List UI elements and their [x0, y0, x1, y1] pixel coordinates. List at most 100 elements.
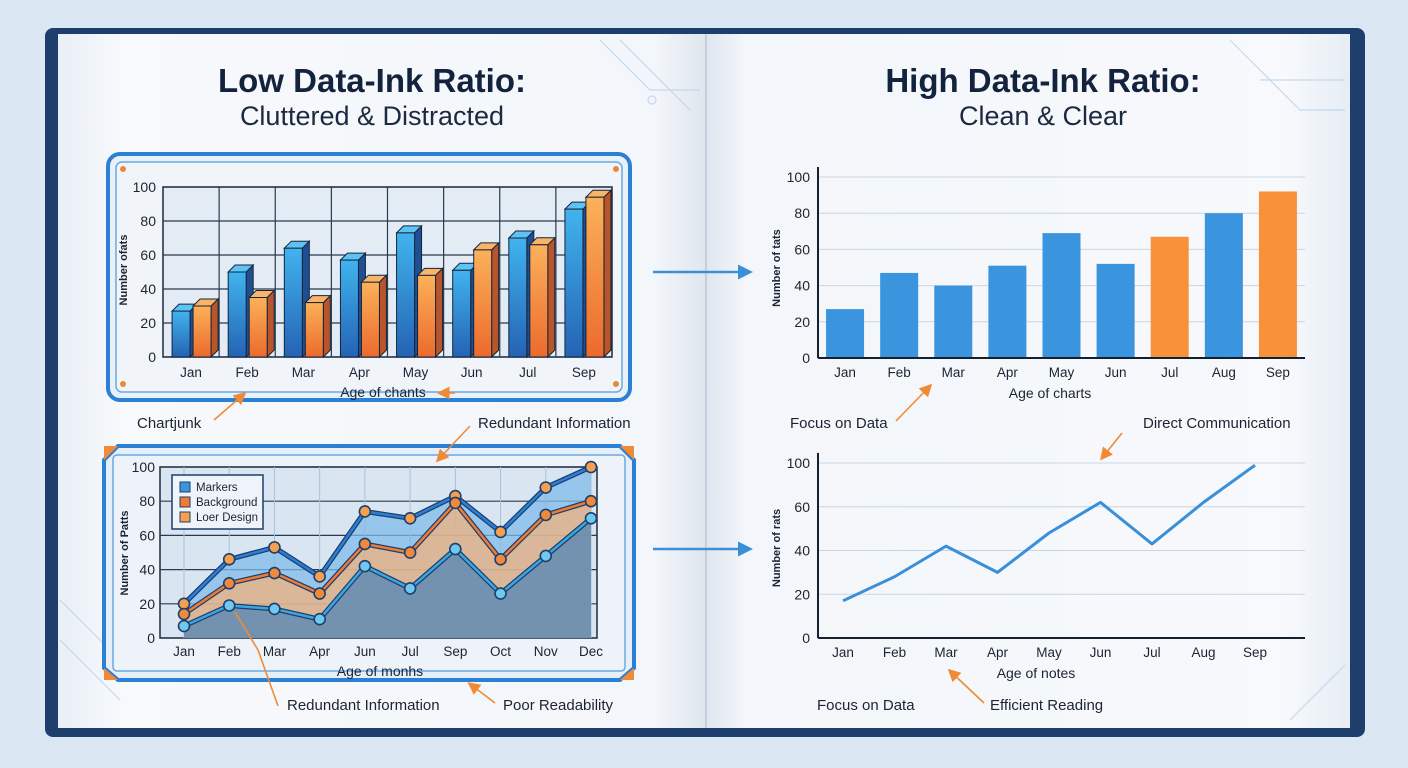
data-point — [539, 481, 553, 494]
bar-orange — [304, 302, 324, 358]
x-tick-label: Mar — [942, 365, 966, 380]
x-tick-label: Aug — [1191, 645, 1215, 660]
y-tick-label: 80 — [794, 205, 810, 221]
bar-side — [491, 241, 500, 359]
x-tick-label: Jul — [1161, 365, 1178, 380]
bar-orange — [248, 297, 268, 358]
clean-line-chart: 0 20 40 60 100 Jan Feb Mar Apr May Jun Jul Aug Sep — [787, 453, 1305, 660]
y-tick-label: 20 — [140, 315, 156, 331]
bar-side — [322, 294, 331, 359]
annotation-arrow — [213, 391, 247, 421]
annotation-focus-bottom: Focus on Data — [817, 697, 915, 714]
chart3-xlabel: Age of notes — [997, 665, 1076, 681]
y-tick-label: 100 — [133, 179, 157, 195]
y-tick-label: 40 — [139, 562, 155, 578]
data-point — [177, 607, 191, 621]
data-point — [539, 508, 553, 522]
x-tick-label: Sep — [1243, 645, 1267, 660]
series-line-background — [183, 500, 592, 616]
chart2-ylabel: Number of tats — [771, 229, 783, 307]
y-tick-label: 60 — [794, 499, 810, 515]
x-tick-label: Aug — [1212, 365, 1236, 380]
data-point — [494, 587, 507, 600]
x-tick-label: Dec — [579, 644, 603, 659]
y-tick-label: 100 — [132, 459, 156, 475]
bar — [988, 265, 1027, 358]
bar-blue — [508, 237, 528, 358]
y-tick-label: 20 — [139, 596, 155, 612]
x-tick-label: Feb — [218, 644, 241, 659]
annotation-arrow — [234, 611, 279, 707]
right-subtitle: Clean & Clear — [959, 101, 1127, 131]
legend-label-markers: Markers — [196, 482, 238, 494]
x-tick-label: Jul — [401, 644, 418, 659]
y-tick-label: 40 — [794, 543, 810, 559]
annotation-arrow — [467, 682, 496, 704]
x-tick-label: May — [403, 365, 429, 380]
bar — [1096, 263, 1135, 358]
bar-orange — [585, 196, 605, 358]
x-tick-label: Apr — [349, 365, 371, 380]
data-point — [449, 542, 462, 556]
bar-side — [603, 188, 612, 359]
annotation-redundant-bottom: Redundant Information — [287, 697, 440, 714]
y-tick-label: 0 — [802, 350, 810, 366]
x-tick-label: Mar — [934, 645, 958, 660]
data-point — [494, 525, 507, 539]
data-point — [358, 505, 372, 518]
y-tick-label: 100 — [787, 455, 811, 471]
chart1-xlabel: Age of monhs — [337, 663, 423, 679]
bar-side — [210, 297, 219, 359]
right-title: High Data-Ink Ratio: — [885, 62, 1200, 99]
y-tick-label: 0 — [148, 349, 156, 365]
legend-swatch-markers — [179, 481, 191, 493]
y-tick-label: 60 — [139, 527, 155, 543]
x-tick-label: Feb — [236, 365, 259, 380]
annotation-focus-top: Focus on Data — [790, 415, 888, 432]
data-point — [268, 541, 281, 554]
data-point — [403, 546, 417, 559]
bar-blue — [396, 232, 416, 358]
left-subtitle: Cluttered & Distracted — [240, 101, 504, 131]
x-tick-label: Feb — [888, 365, 911, 380]
x-tick-label: Jun — [354, 644, 376, 659]
data-point — [494, 553, 507, 566]
bar-highlighted — [1258, 191, 1297, 358]
x-tick-label: Jul — [519, 365, 536, 380]
series-line-markers — [183, 465, 592, 605]
y-tick-label: 80 — [140, 213, 156, 229]
annotation-direct-communication: Direct Communication — [1143, 415, 1291, 432]
bar-blue — [564, 208, 584, 358]
bar-orange — [417, 274, 437, 358]
x-tick-label: May — [1036, 645, 1062, 660]
x-tick-label: Apr — [309, 644, 331, 659]
annotation-redundant-top: Redundant Information — [478, 415, 631, 432]
legend-swatch-loer-design — [179, 511, 191, 523]
bar — [880, 272, 919, 358]
x-tick-label: Jul — [1143, 645, 1160, 660]
bar-side — [378, 273, 387, 359]
legend-label-background: Background — [196, 497, 257, 509]
x-tick-label: Jun — [461, 365, 483, 380]
y-tick-label: 40 — [140, 281, 156, 297]
bar — [826, 309, 865, 358]
annotation-arrow — [947, 668, 985, 704]
chart0-xlabel: Age of chants — [340, 384, 426, 400]
x-tick-label: Mar — [263, 644, 287, 659]
data-point — [222, 553, 236, 566]
y-tick-label: 0 — [802, 630, 810, 646]
legend-label-loer-design: Loer Design — [196, 512, 258, 524]
right-page — [706, 34, 1350, 728]
data-point — [449, 496, 462, 510]
bar-orange — [192, 305, 212, 358]
chart0-ylabel: Number ofats — [118, 235, 130, 306]
data-point — [222, 576, 236, 590]
bar-blue — [171, 310, 191, 358]
data-point — [584, 494, 598, 508]
data-point — [403, 511, 417, 525]
data-point — [584, 460, 598, 474]
bar-orange — [529, 244, 549, 358]
annotation-poor-readability: Poor Readability — [503, 697, 614, 714]
x-tick-label: Sep — [572, 365, 596, 380]
